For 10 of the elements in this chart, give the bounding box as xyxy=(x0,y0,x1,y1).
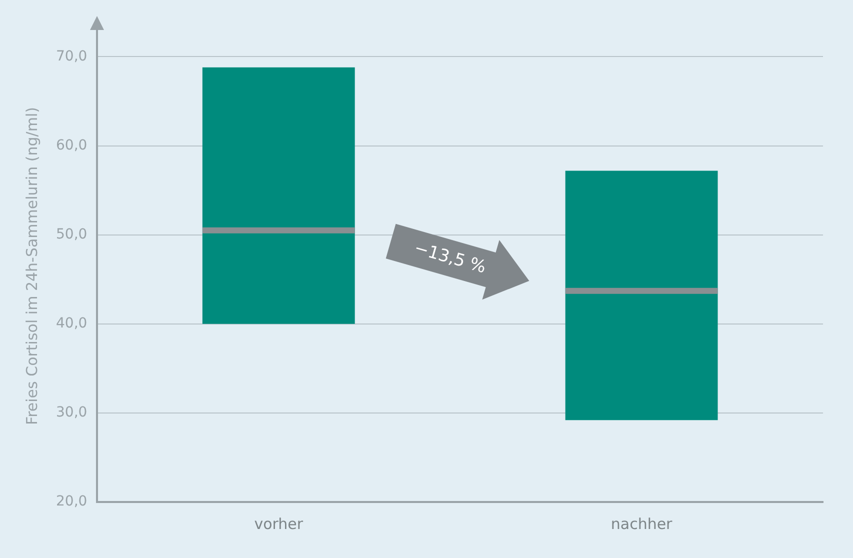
annotation: −13,5 % xyxy=(410,236,490,280)
y-tick-label: 30,0 xyxy=(56,404,88,421)
y-tick-label: 50,0 xyxy=(56,226,88,242)
x-tick-label: nachher xyxy=(610,514,674,533)
y-tick-label: 40,0 xyxy=(56,316,88,332)
x-tick-label: vorher xyxy=(254,514,304,533)
y-tick-label: 60,0 xyxy=(56,137,88,154)
y-tick-label: 20,0 xyxy=(56,494,88,510)
y-tick-label: 70,0 xyxy=(56,48,88,64)
y-axis-title: Freies Cortisol im 24h-Sammelurin (ng/ml) xyxy=(22,107,41,425)
